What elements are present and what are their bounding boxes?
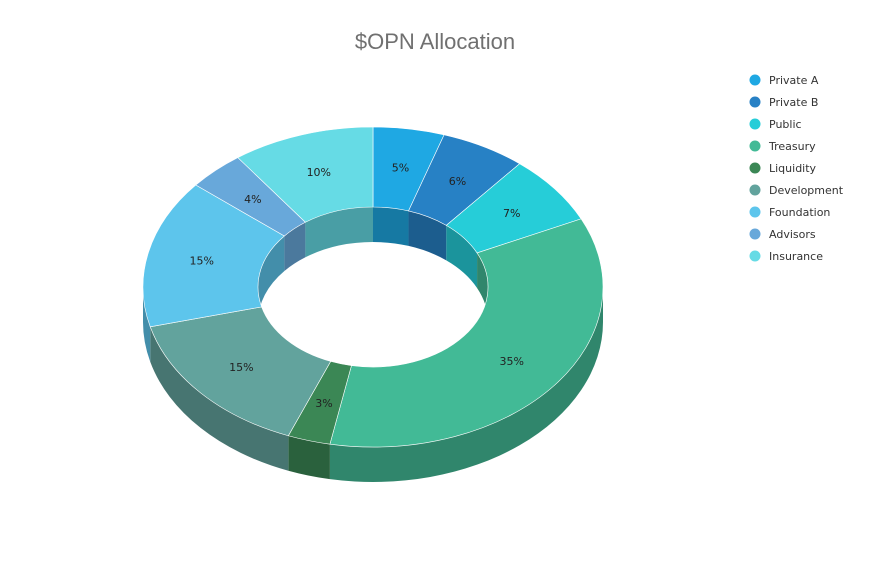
legend-item-treasury[interactable]: Treasury — [749, 140, 817, 153]
legend-swatch — [749, 96, 761, 108]
slice-label-public: 7% — [503, 207, 520, 220]
slice-label-private-a: 5% — [392, 162, 409, 175]
donut-top-faces — [142, 126, 604, 448]
legend-label: Foundation — [769, 206, 830, 219]
slice-label-foundation: 15% — [189, 255, 213, 268]
legend-label: Private B — [769, 96, 818, 109]
outer-wall-treasury — [329, 287, 603, 482]
inner-wall-private-b — [408, 210, 447, 261]
outer-wall-liquidity — [288, 435, 330, 480]
slice-foundation — [142, 184, 285, 328]
outer-wall-foundation — [143, 287, 151, 362]
legend-item-insurance[interactable]: Insurance — [749, 250, 824, 263]
legend-label: Public — [769, 118, 802, 131]
legend-swatch — [749, 74, 761, 86]
slice-development — [149, 306, 332, 437]
legend-swatch — [749, 228, 761, 240]
legend-item-advisors[interactable]: Advisors — [749, 228, 816, 241]
slice-label-private-b: 6% — [449, 175, 466, 188]
slice-label-treasury: 35% — [499, 355, 523, 368]
legend-swatch — [749, 206, 761, 218]
slice-label-insurance: 10% — [307, 166, 331, 179]
outer-wall-development — [150, 326, 289, 471]
inner-wall-foundation — [258, 236, 285, 322]
legend-swatch — [749, 140, 761, 152]
legend: Private A Private B Public Treasury Liquidit… — [749, 74, 844, 263]
slice-label-advisors: 4% — [244, 193, 261, 206]
legend-item-private-b[interactable]: Private B — [749, 96, 819, 109]
inner-wall-private-a — [373, 207, 409, 246]
inner-wall-public — [446, 225, 478, 288]
legend-label: Liquidity — [769, 162, 817, 175]
legend-item-private-a[interactable]: Private A — [749, 74, 819, 87]
legend-label: Insurance — [769, 250, 823, 263]
legend-label: Advisors — [769, 228, 816, 241]
legend-swatch — [749, 250, 761, 262]
inner-wall-insurance — [305, 207, 373, 258]
chart-title: $OPN Allocation — [355, 29, 515, 54]
legend-label: Development — [769, 184, 844, 197]
legend-label: Treasury — [768, 140, 816, 153]
legend-item-development[interactable]: Development — [749, 184, 844, 197]
legend-swatch — [749, 118, 761, 130]
legend-swatch — [749, 184, 761, 196]
inner-wall-advisors — [284, 222, 306, 272]
slice-label-liquidity: 3% — [315, 397, 332, 410]
legend-item-public[interactable]: Public — [749, 118, 802, 131]
legend-item-liquidity[interactable]: Liquidity — [749, 162, 817, 175]
slice-labels: 5% 6% 7% 35% 3% 15% 15% 4% 10% — [189, 162, 523, 411]
legend-label: Private A — [769, 74, 819, 87]
slice-insurance — [237, 126, 374, 223]
slice-label-development: 15% — [229, 361, 253, 374]
legend-item-foundation[interactable]: Foundation — [749, 206, 831, 219]
slice-treasury — [329, 218, 604, 448]
legend-swatch — [749, 162, 761, 174]
